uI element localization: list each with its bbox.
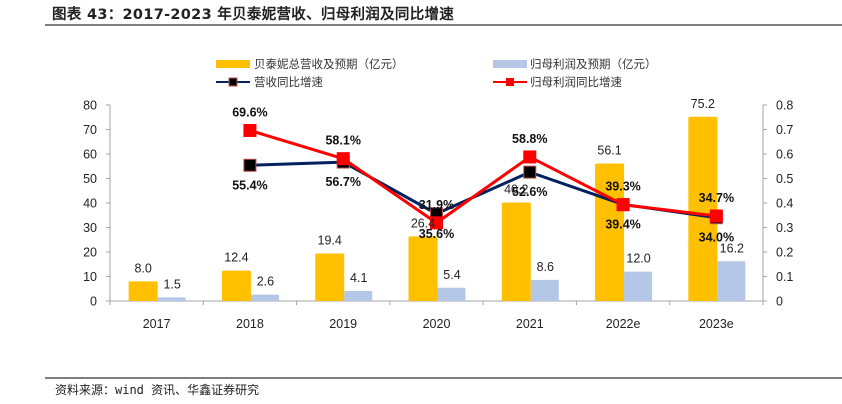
- profit-growth-marker: [430, 216, 443, 230]
- profit-bar-label: 1.5: [163, 277, 180, 291]
- x-axis-tick-label: 2021: [516, 317, 544, 331]
- x-axis-tick-label: 2023e: [699, 317, 734, 331]
- axes: 0 10 20 30 40 50 60 70 80 0 0.1 0.2 0.3 0.4 0.5 0.6 0.7 0…: [83, 99, 793, 332]
- profit-bar-label: 4.1: [350, 271, 367, 285]
- left-axis-tick-label: 70: [83, 123, 97, 137]
- left-axis-tick-label: 0: [90, 295, 97, 309]
- revenue-bar-label: 26.4: [411, 216, 435, 230]
- revenue-bar-label: 12.4: [224, 251, 248, 265]
- legend-label-profit: 归母利润及预期（亿元）: [530, 57, 657, 71]
- profit-bar-label: 16.2: [720, 241, 744, 255]
- revenue-growth-label: 56.7%: [325, 175, 360, 189]
- profit-bar: [530, 279, 559, 301]
- legend-swatch-profit: [493, 60, 527, 68]
- left-axis-tick-label: 80: [83, 99, 97, 113]
- profit-growth-marker: [616, 198, 630, 212]
- legend-label-revenue: 贝泰妮总营收及预期（亿元）: [254, 57, 404, 71]
- chart-title: 图表 43：2017-2023 年贝泰妮营收、归母利润及同比增速: [52, 7, 455, 23]
- x-axis-tick-label: 2017: [143, 317, 171, 331]
- legend-swatch-revenue: [216, 60, 250, 68]
- revenue-growth-label: 35.6%: [419, 227, 454, 241]
- revenue-growth-label: 39.4%: [605, 217, 640, 231]
- left-axis-tick-label: 30: [83, 221, 97, 235]
- profit-growth-label: 69.6%: [232, 105, 267, 119]
- left-axis-tick-label: 10: [83, 270, 97, 284]
- right-axis-tick-label: 0.8: [776, 99, 793, 113]
- revenue-bar: [221, 270, 251, 301]
- profit-growth-label: 58.1%: [325, 134, 360, 148]
- revenue-growth-marker: [523, 165, 537, 179]
- right-axis-tick-label: 0.5: [776, 172, 793, 186]
- profit-growth-label: 58.8%: [512, 132, 547, 146]
- revenue-bar: [408, 236, 438, 301]
- revenue-bar: [128, 281, 158, 301]
- profit-growth-label: 31.9%: [419, 198, 454, 212]
- x-axis-tick-label: 2018: [236, 317, 264, 331]
- chart: 贝泰妮总营收及预期（亿元） 归母利润及预期（亿元） 营收同比增速 归母利润同比增…: [83, 57, 793, 332]
- x-axis-tick-label: 2020: [423, 317, 451, 331]
- right-axis-tick-label: 0.6: [776, 148, 793, 162]
- left-axis-tick-label: 60: [83, 148, 97, 162]
- revenue-growth-label: 52.6%: [512, 185, 547, 199]
- revenue-bar: [688, 116, 718, 301]
- right-axis-tick-label: 0.2: [776, 246, 793, 260]
- x-axis-tick-label: 2022e: [606, 317, 641, 331]
- profit-bar-label: 5.4: [443, 268, 460, 282]
- left-axis-tick-label: 50: [83, 172, 97, 186]
- legend-marker-revenue-growth: [228, 77, 238, 87]
- legend: 贝泰妮总营收及预期（亿元） 归母利润及预期（亿元） 营收同比增速 归母利润同比增…: [216, 57, 657, 89]
- revenue-bar-label: 40.2: [504, 183, 528, 197]
- title-divider: [45, 24, 842, 26]
- revenue-bar-label: 56.1: [597, 144, 621, 158]
- profit-growth-marker: [243, 123, 257, 137]
- profit-growth-label: 39.3%: [605, 180, 640, 194]
- revenue-bar-label: 8.0: [134, 261, 151, 275]
- source-note: 资料来源：wind 资讯、华鑫证券研究: [55, 383, 260, 397]
- profit-bar: [157, 297, 186, 301]
- legend-marker-profit-growth: [506, 78, 514, 86]
- profit-bar: [250, 294, 279, 301]
- profit-growth-line: [249, 129, 717, 225]
- profit-bar: [437, 287, 466, 301]
- revenue-growth-label: 55.4%: [232, 178, 267, 192]
- legend-label-revenue-growth: 营收同比增速: [254, 75, 323, 89]
- right-axis-tick-label: 0.7: [776, 123, 793, 137]
- revenue-bar-label: 75.2: [691, 97, 715, 111]
- revenue-bar: [315, 253, 345, 301]
- right-axis-tick-label: 0.3: [776, 221, 793, 235]
- revenue-growth-marker: [243, 158, 257, 172]
- revenue-growth-label: 34.0%: [699, 231, 734, 245]
- right-axis-tick-label: 0: [776, 295, 783, 309]
- left-axis-tick-label: 40: [83, 197, 97, 211]
- profit-bar: [344, 290, 373, 301]
- profit-bar: [624, 271, 653, 301]
- bars: [128, 116, 746, 301]
- revenue-bar-label: 19.4: [318, 233, 342, 247]
- profit-bar: [717, 261, 746, 301]
- footer-divider: [45, 377, 842, 379]
- profit-growth-marker: [709, 209, 723, 223]
- profit-bar-label: 8.6: [537, 260, 554, 274]
- profit-growth-label: 34.7%: [699, 191, 734, 205]
- data-labels: 8.0 1.5 12.4 2.6 19.4 4.1 26.4 5.4 40.2 8.6 56.1 12…: [134, 97, 744, 292]
- left-axis-tick-label: 20: [83, 246, 97, 260]
- profit-growth-marker: [336, 152, 350, 166]
- right-axis-tick-label: 0.1: [776, 270, 793, 284]
- profit-bar-label: 12.0: [626, 252, 650, 266]
- right-axis-tick-label: 0.4: [776, 197, 793, 211]
- profit-bar-label: 2.6: [257, 275, 274, 289]
- profit-growth-marker: [523, 150, 537, 164]
- lines: [243, 123, 723, 230]
- legend-label-profit-growth: 归母利润同比增速: [530, 75, 622, 89]
- x-axis-tick-label: 2019: [329, 317, 357, 331]
- revenue-bar: [501, 202, 531, 301]
